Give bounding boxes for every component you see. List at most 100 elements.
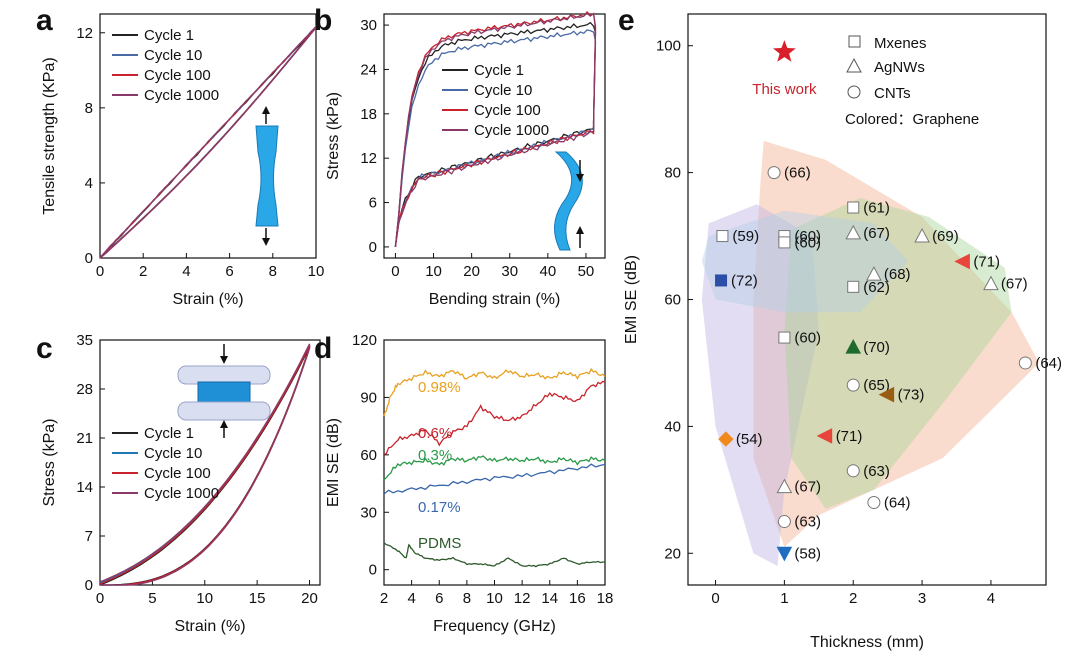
down-arrow-head bbox=[262, 238, 270, 246]
y-axis-title: Stress (kPa) bbox=[325, 92, 342, 180]
x-axis-title: Bending strain (%) bbox=[429, 291, 561, 308]
x-tick-label: 50 bbox=[578, 263, 595, 280]
this-work-star bbox=[773, 40, 796, 62]
y-tick-label: 120 bbox=[352, 332, 377, 349]
marker-triangle-up bbox=[983, 275, 999, 291]
legend-label-cnts: CNTs bbox=[874, 85, 911, 102]
y-tick-label: 60 bbox=[664, 292, 681, 309]
point-ref-label: (68) bbox=[884, 266, 911, 283]
x-tick-label: 6 bbox=[225, 263, 233, 280]
y-tick-label: 28 bbox=[76, 381, 93, 398]
up-arrow-head bbox=[576, 226, 584, 234]
y-tick-label: 35 bbox=[76, 332, 93, 349]
x-tick-label: 8 bbox=[269, 263, 277, 280]
legend-label: Cycle 100 bbox=[144, 67, 211, 84]
legend-label: Cycle 10 bbox=[144, 445, 202, 462]
legend-label-graphene: Colored：Graphene bbox=[845, 111, 979, 128]
plot-frame bbox=[99, 13, 317, 259]
marker-circle bbox=[867, 496, 881, 510]
y-tick-label: 0 bbox=[369, 239, 377, 256]
legend-label: Cycle 1 bbox=[144, 27, 194, 44]
point-ref-label: (73) bbox=[898, 387, 925, 404]
this-work-label: This work bbox=[752, 81, 817, 98]
y-tick-label: 60 bbox=[360, 447, 377, 464]
y-tick-label: 14 bbox=[76, 479, 93, 496]
x-tick-label: 0 bbox=[96, 263, 104, 280]
x-tick-label: 12 bbox=[514, 590, 531, 607]
panel-e: 0 1 2 3 4 20 40 60 80 100 Thickness (mm) EMI SE (dB… bbox=[618, 4, 1062, 651]
y-tick-label: 8 bbox=[85, 100, 93, 117]
up-arrow-head bbox=[220, 420, 228, 428]
y-axis-title: EMI SE (dB) bbox=[623, 255, 640, 344]
x-tick-label: 14 bbox=[541, 590, 558, 607]
series-label: 0.17% bbox=[418, 499, 461, 516]
point-ref-label: (70) bbox=[863, 339, 890, 356]
series-line bbox=[383, 455, 606, 481]
top-plate bbox=[177, 365, 271, 385]
x-tick-label: 2 bbox=[849, 590, 857, 607]
x-tick-label: 20 bbox=[301, 590, 318, 607]
x-tick-label: 10 bbox=[308, 263, 325, 280]
series-line bbox=[383, 463, 606, 495]
legend-label: Cycle 1000 bbox=[144, 485, 219, 502]
point-ref-label: (67) bbox=[794, 479, 821, 496]
panel-d: 2 4 6 8 10 12 14 16 18 0 30 60 90 120 Frequency (GHz) E… bbox=[314, 332, 613, 635]
point-ref-label: (67) bbox=[863, 225, 890, 242]
y-tick-label: 12 bbox=[76, 25, 93, 42]
x-tick-label: 2 bbox=[380, 590, 388, 607]
legend-label: Cycle 10 bbox=[144, 47, 202, 64]
legend-square-icon bbox=[848, 35, 861, 48]
y-tick-label: 40 bbox=[664, 418, 681, 435]
panel-letter-b: b bbox=[314, 4, 332, 37]
point-ref-label: (63) bbox=[863, 463, 890, 480]
marker-square bbox=[778, 331, 791, 344]
series-line bbox=[99, 343, 311, 586]
marker-triangle-left bbox=[816, 428, 833, 444]
point-ref-label: (58) bbox=[794, 545, 821, 562]
x-tick-label: 20 bbox=[463, 263, 480, 280]
legend-label-agnws: AgNWs bbox=[874, 59, 925, 76]
x-tick-label: 40 bbox=[540, 263, 557, 280]
legend-label: Cycle 10 bbox=[474, 82, 532, 99]
dogbone-sample bbox=[255, 125, 279, 227]
x-tick-label: 15 bbox=[249, 590, 266, 607]
y-tick-label: 24 bbox=[360, 61, 377, 78]
plot-frame bbox=[99, 339, 321, 586]
marker-triangle-down bbox=[776, 546, 793, 562]
panel-letter-a: a bbox=[36, 4, 53, 37]
x-tick-label: 10 bbox=[425, 263, 442, 280]
x-tick-label: 4 bbox=[987, 590, 995, 607]
y-tick-label: 7 bbox=[85, 528, 93, 545]
series-label: PDMS bbox=[418, 535, 461, 552]
y-tick-label: 18 bbox=[360, 106, 377, 123]
marker-circle bbox=[767, 166, 781, 180]
y-axis-title: EMI SE (dB) bbox=[325, 418, 342, 507]
legend-label: Cycle 100 bbox=[144, 465, 211, 482]
marker-square bbox=[847, 201, 860, 214]
region-shape bbox=[784, 198, 1012, 509]
point-ref-label: (65) bbox=[863, 377, 890, 394]
y-tick-label: 100 bbox=[656, 38, 681, 55]
region-shape bbox=[701, 204, 819, 567]
series-line bbox=[383, 542, 605, 568]
point-ref-label: (54) bbox=[736, 431, 763, 448]
panel-c: 0 5 10 15 20 0 7 14 21 28 35 Strain (%) Stress (kPa)… bbox=[36, 332, 321, 635]
y-axis-title: Tensile strength (KPa) bbox=[41, 57, 58, 214]
legend-label-mxenes: Mxenes bbox=[874, 35, 927, 52]
point-ref-label: (60) bbox=[794, 228, 821, 245]
down-arrow-head bbox=[220, 356, 228, 364]
y-tick-label: 12 bbox=[360, 150, 377, 167]
point-ref-label: (60) bbox=[794, 330, 821, 347]
y-tick-label: 20 bbox=[664, 545, 681, 562]
legend-label: Cycle 1 bbox=[144, 425, 194, 442]
series-label: 0.3% bbox=[418, 447, 452, 464]
marker-triangle-up bbox=[866, 266, 882, 281]
marker-triangle-left bbox=[878, 386, 895, 403]
panel-b: 0 10 20 30 40 50 0 6 12 18 24 30 Bending strain (%) S… bbox=[314, 4, 606, 308]
bottom-plate bbox=[177, 401, 271, 421]
point-ref-label: (64) bbox=[884, 495, 911, 512]
point-ref-label: (71) bbox=[973, 253, 1000, 270]
panel-letter-c: c bbox=[36, 332, 53, 365]
marker-triangle-up bbox=[845, 224, 862, 240]
